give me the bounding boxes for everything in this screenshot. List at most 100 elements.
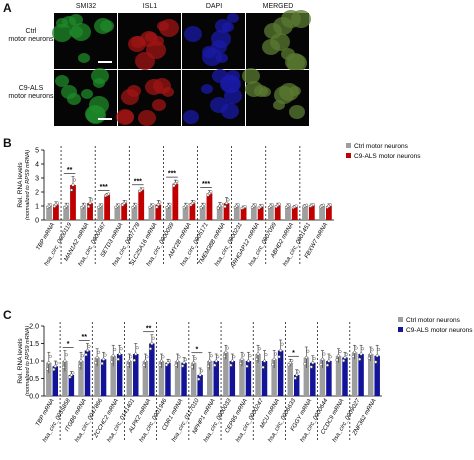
replicate-point bbox=[338, 350, 342, 354]
replicate-point bbox=[151, 336, 155, 340]
replicate-point bbox=[222, 354, 226, 359]
replicate-point bbox=[72, 178, 77, 182]
bar-c9-als-motor-neurons-hsa-circ-0000247 bbox=[261, 361, 268, 396]
legend-label-ctrl-motor-neurons: Ctrl motor neurons bbox=[354, 143, 409, 150]
replicate-point bbox=[225, 346, 229, 350]
replicate-point bbox=[377, 347, 381, 352]
replicate-point bbox=[343, 355, 347, 360]
replicate-point bbox=[117, 203, 121, 207]
bar-c9-als-motor-neurons-cep85-mrna bbox=[245, 361, 252, 396]
replicate-point bbox=[295, 373, 299, 377]
replicate-point bbox=[135, 346, 139, 350]
panel-c-letter: C bbox=[3, 308, 12, 322]
bar-ctrl-motor-neurons-hsa-circ-0141401 bbox=[126, 361, 133, 396]
y-tick-label: 3 bbox=[35, 176, 39, 183]
replicate-point bbox=[344, 352, 349, 356]
replicate-point bbox=[48, 354, 52, 359]
replicate-point bbox=[214, 359, 218, 363]
chart-b: 0 1 2 3 4 5 Rel. RNA levels (normalized to RPS9… bbox=[17, 143, 421, 270]
y-tick-label: 0 bbox=[35, 218, 39, 225]
replicate-point bbox=[369, 352, 373, 356]
replicate-point bbox=[88, 201, 92, 205]
bar-c9-als-motor-neurons-hsa-circ-0001946 bbox=[165, 362, 171, 396]
bar-c9-als-motor-neurons-hsa-circ-0009027 bbox=[358, 354, 364, 396]
cell-blob bbox=[289, 86, 301, 96]
replicate-point bbox=[294, 204, 298, 208]
bar-c9-als-motor-neurons-tbp-mrna bbox=[52, 366, 59, 396]
replicate-point bbox=[240, 357, 244, 361]
replicate-point bbox=[218, 204, 222, 208]
legend-label-ctrl-motor-neurons: Ctrl motor neurons bbox=[406, 317, 461, 324]
replicate-point bbox=[236, 203, 240, 207]
replicate-point bbox=[303, 362, 307, 366]
replicate-point bbox=[143, 359, 147, 363]
cell-blob bbox=[138, 110, 156, 126]
replicate-point bbox=[89, 198, 94, 202]
cell-blob bbox=[52, 24, 72, 42]
bar-ctrl-motor-neurons-setd3-mrna bbox=[114, 206, 121, 220]
replicate-point bbox=[206, 364, 210, 368]
replicate-point bbox=[304, 355, 308, 360]
replicate-point bbox=[95, 355, 99, 360]
replicate-point bbox=[359, 352, 363, 356]
bar-ctrl-motor-neurons-hsa-circ-0007099 bbox=[267, 206, 274, 220]
replicate-point bbox=[118, 352, 122, 356]
replicate-point bbox=[361, 347, 365, 351]
replicate-point bbox=[270, 203, 274, 207]
legend-swatch-ctrl-motor-neurons bbox=[398, 317, 403, 322]
cell-blob bbox=[61, 85, 77, 99]
replicate-point bbox=[173, 182, 177, 186]
replicate-point bbox=[353, 350, 357, 354]
replicate-point bbox=[262, 359, 267, 363]
replicate-point bbox=[322, 352, 326, 356]
bar-c9-als-motor-neurons-hsa-circ-0000231 bbox=[240, 207, 247, 220]
replicate-point bbox=[245, 364, 249, 368]
bar-ctrl-motor-neurons-hsa-circ-0000119 bbox=[63, 206, 70, 220]
replicate-point bbox=[190, 365, 194, 369]
cell-blob bbox=[242, 68, 260, 84]
replicate-point bbox=[100, 203, 104, 207]
replicate-point bbox=[45, 367, 49, 371]
bar-ctrl-motor-neurons-hsa-circ-0000033 bbox=[223, 352, 229, 396]
replicate-point bbox=[134, 202, 138, 206]
replicate-point bbox=[132, 358, 136, 362]
cell-blob bbox=[226, 70, 240, 82]
replicate-point bbox=[198, 373, 202, 377]
replicate-point bbox=[174, 363, 178, 367]
replicate-point bbox=[183, 358, 188, 362]
bar-ctrl-motor-neurons-slc25a16-mrna bbox=[148, 206, 155, 220]
cell-blob bbox=[201, 84, 213, 94]
replicate-point bbox=[156, 203, 160, 207]
bar-c9-als-motor-neurons-ccdc9-mrna bbox=[342, 357, 348, 396]
bar-ctrl-motor-neurons-fggy-mrna bbox=[303, 357, 310, 396]
cell-blob bbox=[153, 78, 171, 94]
replicate-point bbox=[238, 361, 243, 366]
replicate-point bbox=[111, 354, 115, 358]
replicate-point bbox=[274, 352, 278, 356]
replicate-point bbox=[52, 367, 56, 371]
replicate-point bbox=[77, 364, 82, 368]
replicate-point bbox=[49, 203, 53, 207]
bar-c9-als-motor-neurons-hsa-circ-0000567 bbox=[104, 194, 111, 220]
scale-bar bbox=[98, 61, 112, 63]
bar-c9-als-motor-neurons-hsa-circ-0005171 bbox=[206, 193, 213, 220]
bar-c9-als-motor-neurons-abhd2-mrna bbox=[291, 206, 298, 220]
legend-swatch-c9-als-motor-neurons bbox=[398, 327, 403, 332]
replicate-point bbox=[97, 350, 101, 354]
replicate-point bbox=[224, 201, 229, 205]
bar-c9-als-motor-neurons-amy2b-mrna bbox=[189, 203, 196, 220]
replicate-point bbox=[168, 202, 172, 206]
replicate-point bbox=[47, 361, 51, 365]
replicate-point bbox=[141, 187, 145, 191]
replicate-point bbox=[107, 192, 111, 196]
column-header-merged: MERGED bbox=[262, 3, 294, 10]
replicate-point bbox=[290, 359, 294, 363]
replicate-point bbox=[55, 201, 59, 205]
bar-ctrl-motor-neurons-zcchc2-mrna bbox=[110, 355, 116, 396]
replicate-point bbox=[150, 341, 154, 346]
replicate-point bbox=[148, 347, 152, 351]
replicate-point bbox=[103, 353, 107, 357]
replicate-point bbox=[336, 354, 341, 358]
bar-ctrl-motor-neurons-hsa-circ-0117010 bbox=[190, 362, 197, 396]
